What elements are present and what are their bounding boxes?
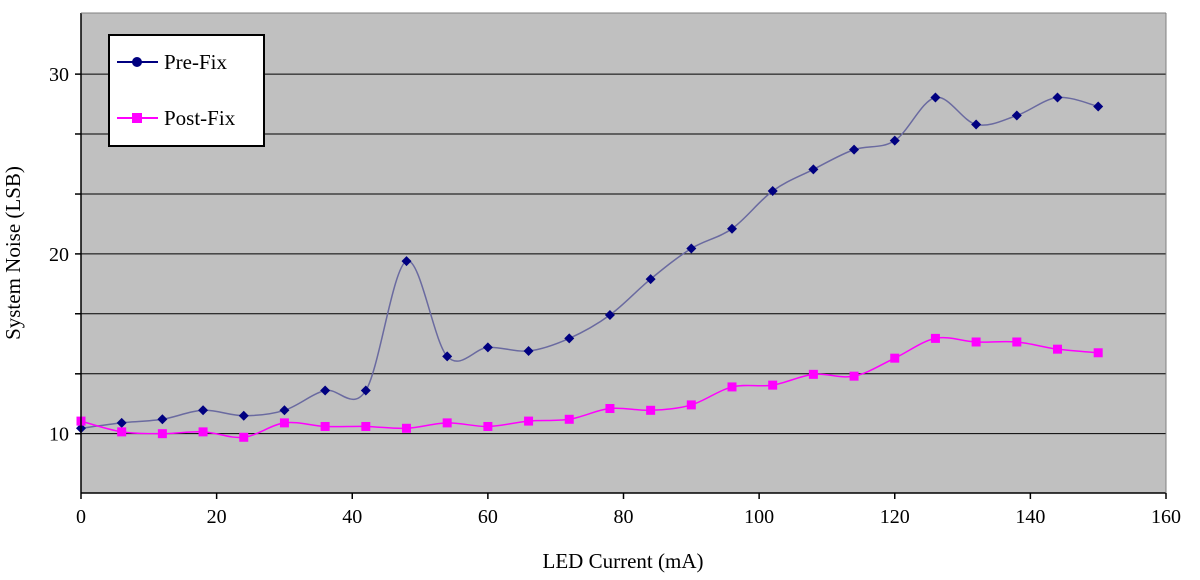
point-pre-fix-72 (564, 333, 575, 344)
legend-marker-pre-fix (132, 57, 142, 67)
point-post-fix-90 (686, 400, 696, 410)
point-post-fix-150 (1093, 348, 1103, 358)
legend-marker-post-fix (132, 113, 142, 123)
point-post-fix-54 (442, 418, 452, 428)
point-post-fix-30 (279, 418, 289, 428)
point-post-fix-138 (1012, 337, 1022, 347)
point-post-fix-60 (483, 421, 493, 431)
series-post-fix (76, 333, 1103, 442)
x-tick-label-160: 160 (1151, 506, 1181, 528)
point-pre-fix-66 (523, 345, 534, 356)
point-pre-fix-102 (767, 185, 778, 196)
point-post-fix-18 (198, 427, 208, 437)
point-pre-fix-96 (727, 223, 737, 234)
point-pre-fix-126 (930, 92, 941, 103)
point-post-fix-66 (524, 416, 534, 426)
y-tick-label-30: 30 (49, 64, 69, 86)
point-pre-fix-30 (279, 405, 290, 416)
x-tick-label-120: 120 (880, 506, 910, 528)
point-post-fix-120 (890, 353, 900, 363)
point-pre-fix-36 (320, 385, 331, 396)
point-pre-fix-6 (116, 417, 127, 428)
x-tick-label-140: 140 (1015, 506, 1045, 528)
x-tick-label-100: 100 (744, 506, 774, 528)
y-tick-label-10: 10 (49, 424, 69, 446)
x-tick-label-60: 60 (478, 506, 498, 528)
point-pre-fix-150 (1093, 101, 1104, 112)
legend-label-pre-fix: Pre-Fix (164, 50, 228, 74)
point-pre-fix-90 (686, 243, 697, 254)
point-pre-fix-144 (1052, 92, 1063, 103)
axes (75, 12, 1167, 499)
point-post-fix-96 (727, 382, 737, 392)
point-post-fix-132 (971, 337, 981, 347)
y-tick-label-20: 20 (49, 244, 69, 266)
point-pre-fix-24 (238, 410, 249, 421)
legend-box (108, 34, 265, 147)
point-post-fix-48 (402, 423, 411, 433)
x-tick-label-0: 0 (76, 506, 86, 528)
x-tick-label-80: 80 (614, 506, 634, 528)
point-pre-fix-108 (808, 164, 819, 175)
x-axis-title: LED Current (mA) (543, 549, 704, 573)
point-post-fix-108 (808, 369, 818, 379)
x-tick-label-20: 20 (207, 506, 227, 528)
point-post-fix-84 (646, 405, 656, 415)
point-pre-fix-78 (604, 310, 615, 321)
point-post-fix-144 (1053, 344, 1062, 354)
point-post-fix-78 (605, 404, 615, 414)
point-post-fix-36 (320, 421, 330, 431)
legend: Pre-Fix Post-Fix (108, 34, 265, 147)
point-pre-fix-138 (1011, 110, 1022, 121)
point-pre-fix-132 (971, 119, 982, 130)
point-post-fix-12 (157, 429, 167, 439)
point-pre-fix-120 (889, 135, 900, 146)
point-post-fix-72 (564, 414, 574, 424)
x-tick-label-40: 40 (342, 506, 362, 528)
point-pre-fix-12 (157, 414, 168, 425)
point-post-fix-24 (239, 432, 249, 442)
point-pre-fix-18 (198, 405, 209, 416)
tick-labels: 10 20 30 0 20 40 60 80 100 120 140 160 (49, 64, 1181, 528)
point-post-fix-102 (768, 380, 778, 390)
point-pre-fix-54 (442, 351, 453, 362)
point-post-fix-6 (117, 427, 127, 437)
point-pre-fix-42 (360, 385, 371, 396)
point-pre-fix-114 (849, 144, 860, 155)
point-post-fix-114 (849, 371, 859, 381)
point-post-fix-42 (361, 421, 371, 431)
point-pre-fix-60 (482, 342, 493, 353)
point-post-fix-126 (930, 333, 940, 343)
grid-lines (81, 73, 1166, 435)
point-pre-fix-48 (401, 256, 412, 267)
y-axis-title: System Noise (LSB) (1, 166, 25, 340)
legend-label-post-fix: Post-Fix (164, 106, 236, 130)
point-pre-fix-84 (645, 274, 656, 285)
